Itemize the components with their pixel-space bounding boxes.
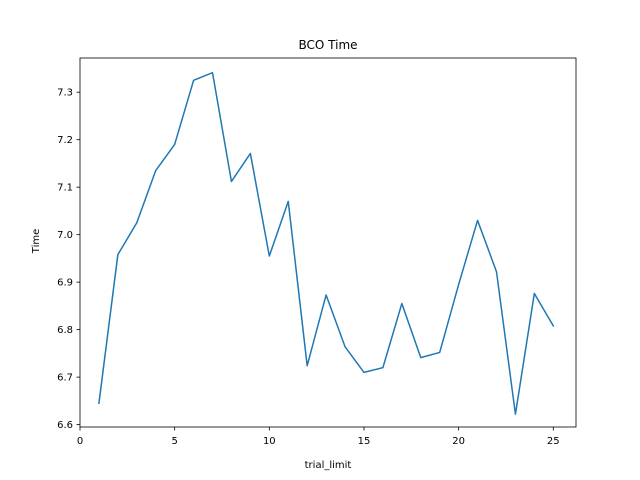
y-tick-label: 7.2 <box>57 135 73 146</box>
y-tick-label: 6.6 <box>57 420 73 431</box>
y-tick-label: 6.8 <box>57 325 73 336</box>
y-tick-label: 7.0 <box>57 230 73 241</box>
y-tick-label: 7.3 <box>57 88 73 99</box>
x-tick-label: 20 <box>452 436 465 447</box>
x-tick-label: 25 <box>547 436 560 447</box>
x-tick-label: 10 <box>263 436 276 447</box>
x-axis-ticks: 0 5 10 15 20 25 <box>77 427 560 447</box>
chart-title: BCO Time <box>298 38 357 52</box>
y-axis-label: Time <box>31 229 42 254</box>
axes-frame <box>79 57 577 428</box>
x-axis-label: trial_limit <box>305 460 352 471</box>
y-tick-label: 6.9 <box>57 278 73 289</box>
y-axis-ticks: 6.6 6.7 6.8 6.9 7.0 7.1 7.2 7.3 <box>57 88 80 431</box>
y-tick-label: 6.7 <box>57 373 73 384</box>
x-tick-label: 15 <box>358 436 371 447</box>
y-tick-label: 7.1 <box>57 183 73 194</box>
time-series-line <box>98 71 555 415</box>
x-tick-label: 5 <box>171 436 177 447</box>
x-tick-label: 0 <box>77 436 83 447</box>
